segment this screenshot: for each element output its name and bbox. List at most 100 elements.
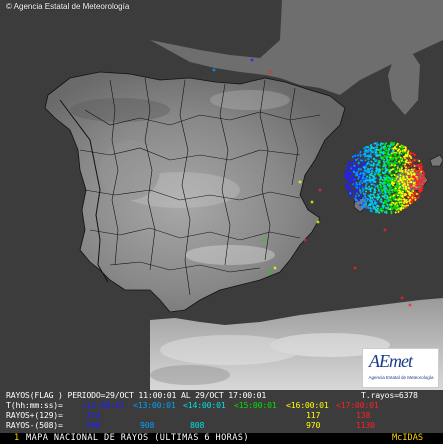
lightning-strike bbox=[407, 156, 410, 159]
lightning-strike bbox=[413, 175, 416, 178]
lightning-strike bbox=[374, 200, 377, 203]
lightning-strike bbox=[367, 146, 370, 149]
lightning-strike bbox=[423, 182, 426, 185]
lightning-strike bbox=[361, 182, 364, 185]
lightning-strike bbox=[399, 208, 402, 211]
lightning-strike bbox=[399, 159, 402, 162]
lightning-strike bbox=[389, 191, 392, 194]
lightning-strike bbox=[413, 182, 416, 185]
lightning-strike bbox=[361, 164, 364, 167]
lightning-strike bbox=[354, 192, 357, 195]
lightning-strike bbox=[389, 162, 392, 165]
lightning-strike bbox=[397, 198, 400, 201]
lightning-strike bbox=[348, 185, 351, 188]
lightning-strike bbox=[380, 207, 383, 210]
lightning-strike bbox=[399, 174, 402, 177]
lightning-strike bbox=[374, 191, 377, 194]
lightning-strike bbox=[368, 188, 371, 191]
lightning-strike bbox=[345, 183, 348, 186]
lightning-strike bbox=[369, 202, 372, 205]
lightning-strike bbox=[411, 160, 414, 163]
lightning-strike bbox=[377, 186, 380, 189]
lightning-strike bbox=[360, 199, 363, 202]
lightning-strike bbox=[359, 179, 362, 182]
lightning-strike bbox=[406, 203, 409, 206]
lightning-strike bbox=[359, 173, 362, 176]
lightning-strike bbox=[419, 178, 422, 181]
lightning-strike bbox=[403, 200, 406, 203]
lightning-strike bbox=[408, 159, 411, 162]
lightning-strike bbox=[390, 212, 393, 215]
lightning-strike bbox=[383, 196, 386, 199]
lightning-strike bbox=[409, 151, 412, 154]
lightning-strike bbox=[364, 163, 367, 166]
lightning-strike bbox=[399, 177, 402, 180]
lightning-strike bbox=[357, 177, 360, 180]
lightning-strike bbox=[385, 187, 388, 190]
lightning-strike bbox=[401, 181, 404, 184]
lightning-strike bbox=[387, 159, 390, 162]
lightning-strike bbox=[407, 172, 410, 175]
lightning-strike bbox=[387, 200, 390, 203]
lightning-strike bbox=[387, 153, 390, 156]
lightning-strike bbox=[310, 200, 314, 204]
legend-total-strikes: T.rayos=6378 bbox=[361, 390, 418, 400]
lightning-strike bbox=[364, 155, 367, 158]
lightning-strike bbox=[381, 205, 384, 208]
lightning-strike bbox=[392, 201, 395, 204]
lightning-strike bbox=[374, 153, 377, 156]
lightning-strike bbox=[393, 161, 396, 164]
lightning-strike bbox=[372, 179, 375, 182]
lightning-strike bbox=[410, 193, 413, 196]
lightning-strike bbox=[354, 169, 357, 172]
lightning-strike bbox=[358, 183, 361, 186]
lightning-strike bbox=[384, 181, 387, 184]
lightning-strike bbox=[408, 193, 411, 196]
lightning-strike bbox=[404, 170, 407, 173]
lightning-strike bbox=[362, 188, 365, 191]
lightning-strike bbox=[370, 147, 373, 150]
lightning-strike bbox=[379, 186, 382, 189]
lightning-strike bbox=[398, 187, 401, 190]
lightning-strike bbox=[394, 207, 397, 210]
lightning-strike bbox=[412, 184, 415, 187]
lightning-strike bbox=[385, 210, 388, 213]
lightning-strike bbox=[396, 194, 399, 197]
lightning-strike bbox=[403, 155, 406, 158]
lightning-strike bbox=[416, 172, 419, 175]
lightning-strike bbox=[385, 179, 388, 182]
lightning-strike bbox=[380, 198, 383, 201]
lightning-strike bbox=[404, 146, 407, 149]
lightning-strike bbox=[370, 164, 373, 167]
lightning-strike bbox=[367, 158, 370, 161]
lightning-strike bbox=[364, 169, 367, 172]
lightning-strike bbox=[417, 174, 420, 177]
lightning-strike bbox=[348, 171, 351, 174]
lightning-strike bbox=[373, 188, 376, 191]
lightning-strike bbox=[406, 167, 409, 170]
lightning-strike bbox=[384, 185, 387, 188]
lightning-strike bbox=[373, 201, 376, 204]
lightning-strike bbox=[359, 196, 362, 199]
lightning-strike bbox=[387, 150, 390, 153]
lightning-strike bbox=[385, 147, 388, 150]
lightning-strike bbox=[367, 171, 370, 174]
lightning-strike bbox=[362, 204, 365, 207]
portugal-border bbox=[59, 99, 109, 283]
lightning-strike bbox=[382, 160, 385, 163]
lightning-strike bbox=[396, 170, 399, 173]
lightning-strike bbox=[359, 189, 362, 192]
lightning-strike bbox=[391, 151, 394, 154]
legend-positive-value: 138 bbox=[356, 410, 371, 420]
lightning-strike bbox=[390, 168, 393, 171]
lightning-strike bbox=[404, 178, 407, 181]
lightning-strike bbox=[403, 194, 406, 197]
lightning-strike bbox=[354, 167, 357, 170]
lightning-strike bbox=[390, 176, 393, 179]
lightning-strike bbox=[361, 185, 364, 188]
legend-period: RAYOS(FLAG ) PERIODO=29/OCT 11:00:01 AL … bbox=[6, 390, 267, 400]
lightning-strike bbox=[371, 177, 374, 180]
lightning-strike bbox=[376, 173, 379, 176]
lightning-strike bbox=[375, 159, 378, 162]
lightning-strike bbox=[386, 161, 389, 164]
